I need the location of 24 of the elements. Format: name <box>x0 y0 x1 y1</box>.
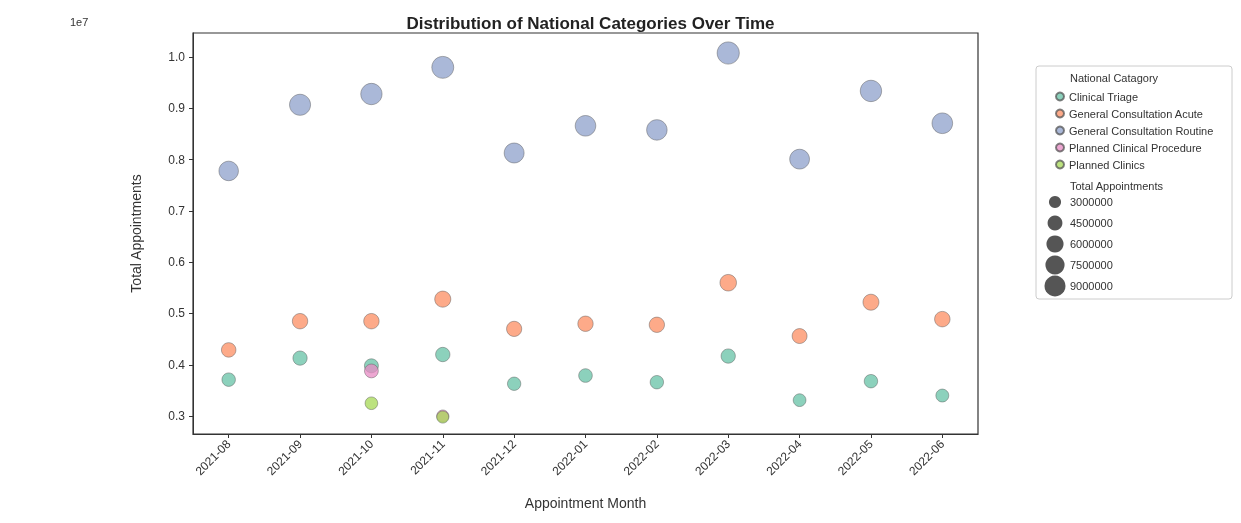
y-tick-label: 0.5 <box>168 306 186 321</box>
legend-label: 6000000 <box>1070 237 1113 250</box>
text: Total Appointments <box>1070 179 1164 192</box>
y-tick-label: 0.7 <box>168 203 186 218</box>
y-tick-label: 0.3 <box>168 409 186 424</box>
chart-title: Distribution of National Categories Over Time <box>406 14 775 33</box>
legend-label: 3000000 <box>1070 195 1113 208</box>
legend-label: Planned Clinical Procedure <box>1069 141 1202 154</box>
legend-label: General Consultation Acute <box>1069 107 1203 120</box>
legend-label: Planned Clinics <box>1069 158 1146 171</box>
legend-title: National Catagory <box>1070 71 1159 84</box>
legend-label: 7500000 <box>1070 258 1113 271</box>
legend-label: 4500000 <box>1070 216 1113 229</box>
legend-label: Clinical Triage <box>1069 90 1139 103</box>
legend-label: 9000000 <box>1070 279 1113 292</box>
y-tick-label: 0.4 <box>168 357 186 372</box>
legend-label: General Consultation Routine <box>1069 124 1214 137</box>
text: 1e7 <box>70 15 89 28</box>
y-tick-label: 1.0 <box>168 50 186 65</box>
y-tick-label: 0.8 <box>168 152 186 167</box>
y-tick-label: 0.6 <box>168 255 186 270</box>
x-axis-title: Appointment Month <box>524 495 647 511</box>
y-axis-title: Total Appointments <box>128 174 144 293</box>
y-tick-label: 0.9 <box>168 101 186 116</box>
